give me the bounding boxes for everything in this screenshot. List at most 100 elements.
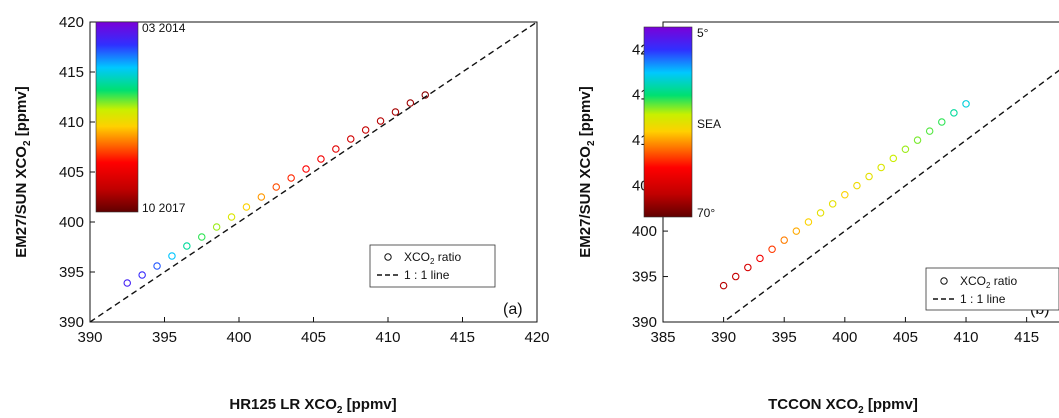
panel-b-y-label-sub: 2 — [586, 140, 597, 146]
panel-a-y-tick-label: 405 — [59, 164, 84, 181]
panel-b-x-tick-label: 405 — [893, 329, 918, 346]
panel-a-data-point — [183, 242, 191, 250]
panel-a-data-point — [212, 223, 221, 231]
panel-a-data-point — [391, 108, 400, 116]
panel-a-legend-marker-label: XCO2 ratio — [404, 250, 461, 266]
panel-b-data-point — [731, 272, 740, 281]
panel-b-data-point — [816, 209, 825, 217]
panel-b-data-point — [804, 218, 813, 226]
panel-a-y-label-sub: 2 — [22, 140, 33, 146]
panel-a-data-point — [287, 174, 295, 182]
panel-b-data-point — [889, 154, 898, 163]
panel-a-data-point — [227, 213, 236, 221]
panel-a-x-label-sub: 2 — [337, 405, 343, 416]
panel-a-x-tick-label: 420 — [524, 329, 549, 346]
panel-a-data-point — [346, 135, 355, 143]
panel-b-legend-marker-label-rest: ratio — [990, 274, 1017, 288]
panel-b-data-point — [853, 181, 861, 190]
panel-b-x-axis-label: TCCON XCO2 [ppmv] — [768, 396, 918, 416]
panel-b-data-point — [877, 163, 885, 172]
panel-a-x-tick-label: 395 — [152, 329, 177, 346]
panel-a-panel-label: (a) — [503, 301, 523, 318]
panel-a-data-point — [257, 193, 266, 201]
panel-a-x-label-unit: [ppmv] — [342, 396, 396, 413]
panel-a-y-tick-label: 400 — [59, 214, 84, 231]
panel-a-legend-marker — [384, 253, 392, 261]
panel-a-x-label-main: HR125 LR XCO — [229, 396, 337, 413]
panel-a-y-tick-label: 415 — [59, 64, 84, 81]
panel-b-data-point — [841, 190, 849, 199]
panel-a-legend-marker-label-sub: 2 — [430, 257, 435, 266]
panel-a-x-tick-label: 390 — [77, 329, 102, 346]
panel-b-x-label-sub: 2 — [858, 405, 864, 416]
panel-a-x-axis-label: HR125 LR XCO2 [ppmv] — [229, 396, 396, 416]
panel-b-colorbar-mid-label: SEA — [697, 117, 721, 131]
panel-a-legend-marker-label-main: XCO — [404, 250, 430, 264]
panel-b-data-point — [756, 254, 764, 263]
panel-a-data-point — [332, 145, 340, 153]
panel-b-colorbar-bottom-label: 70° — [697, 206, 715, 220]
panel-a-y-label-unit: [ppmv] — [13, 86, 30, 140]
panel-a-data-point — [272, 183, 280, 191]
panel-a-y-tick-label: 420 — [59, 14, 84, 31]
panel-b-one-to-one-line — [722, 69, 1059, 322]
panel-a-data-point — [138, 271, 146, 279]
panel-a: 390 395 400 405 410 415 420 390 395 400 405 410 415… — [13, 14, 550, 416]
panel-a-y-ticks: 390 395 400 405 410 415 420 — [59, 14, 95, 331]
panel-a-data-point — [317, 155, 325, 163]
panel-b-data-point — [780, 236, 788, 244]
panel-b-points — [719, 100, 970, 290]
panel-a-legend-box — [369, 244, 496, 288]
panel-a-data-point — [406, 99, 415, 107]
panel-b-legend-marker — [940, 277, 948, 285]
panel-b-y-label-unit: [ppmv] — [577, 86, 594, 140]
panel-b-data-point — [962, 100, 970, 108]
panel-b-data-point — [828, 200, 837, 208]
panel-a-data-point — [302, 165, 310, 173]
panel-b-legend-marker-label-main: XCO — [960, 274, 986, 288]
panel-b: 385 390 395 400 405 410 415 390 395 400 405 410 415… — [577, 21, 1059, 416]
panel-a-x-tick-label: 405 — [301, 329, 326, 346]
panel-b-x-ticks: 385 390 395 400 405 410 415 — [650, 317, 1039, 346]
panel-b-data-point — [925, 127, 934, 135]
panel-b-x-tick-label: 395 — [772, 329, 797, 346]
panel-a-data-point — [242, 203, 251, 211]
panel-a-x-tick-label: 415 — [450, 329, 475, 346]
panel-b-colorbar — [643, 26, 693, 218]
panel-b-data-point — [744, 263, 752, 272]
panel-b-y-tick-label: 400 — [632, 223, 657, 240]
panel-b-data-point — [950, 109, 958, 117]
panel-b-data-point — [768, 245, 776, 254]
panel-a-x-tick-label: 400 — [226, 329, 251, 346]
panel-a-colorbar — [95, 21, 139, 213]
panel-b-legend-marker-label: XCO2 ratio — [960, 274, 1017, 290]
panel-b-y-axis-label: EM27/SUN XCO2 [ppmv] — [577, 86, 597, 257]
panel-a-data-point — [361, 126, 370, 134]
panel-a-y-tick-label: 410 — [59, 114, 84, 131]
panel-b-data-point — [901, 145, 910, 154]
panel-a-data-point — [153, 262, 161, 270]
panel-b-x-label-unit: [ppmv] — [864, 396, 918, 413]
panel-a-data-point — [421, 91, 429, 99]
panel-b-legend-box — [925, 267, 1059, 311]
panel-b-legend-marker-label-sub: 2 — [986, 281, 991, 290]
panel-a-x-ticks: 390 395 400 405 410 415 420 — [77, 317, 550, 346]
panel-b-x-tick-label: 400 — [832, 329, 857, 346]
panel-a-points — [123, 91, 429, 287]
panel-a-legend: XCO2 ratio 1 : 1 line — [369, 244, 496, 288]
panel-b-y-tick-label: 390 — [632, 314, 657, 331]
panel-b-data-point — [719, 281, 728, 290]
panel-a-data-point — [123, 279, 132, 287]
panel-a-legend-marker-label-rest: ratio — [434, 250, 461, 264]
panel-b-data-point — [792, 227, 801, 235]
panel-b-data-point — [865, 172, 873, 181]
panel-a-legend-line-label: 1 : 1 line — [404, 268, 450, 282]
panel-b-y-tick-label: 395 — [632, 269, 657, 286]
panel-a-colorbar-top-label: 03 2014 — [142, 21, 186, 35]
panel-a-x-tick-label: 410 — [375, 329, 400, 346]
panel-a-data-point — [376, 117, 385, 125]
panel-b-legend-line-label: 1 : 1 line — [960, 292, 1006, 306]
panel-a-y-label-main: EM27/SUN XCO — [13, 146, 30, 258]
panel-b-x-tick-label: 415 — [1014, 329, 1039, 346]
